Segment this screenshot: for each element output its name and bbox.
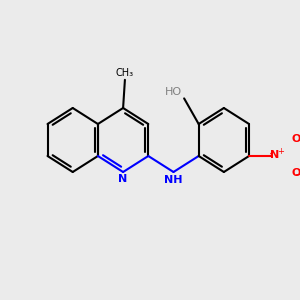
Text: +: + bbox=[278, 146, 284, 155]
Text: HO: HO bbox=[165, 87, 182, 98]
Text: CH₃: CH₃ bbox=[116, 68, 134, 78]
Text: −: − bbox=[295, 169, 300, 180]
Text: N: N bbox=[270, 150, 279, 160]
Text: N: N bbox=[118, 174, 128, 184]
Text: NH: NH bbox=[164, 175, 183, 185]
Text: O: O bbox=[292, 168, 300, 178]
Text: O: O bbox=[292, 134, 300, 144]
